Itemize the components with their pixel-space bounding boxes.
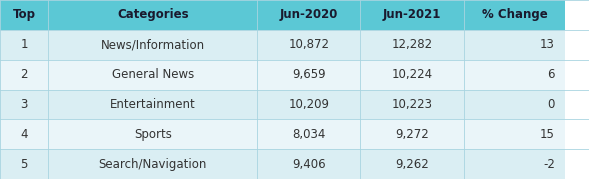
Bar: [257, 0, 360, 30]
Bar: [48, 30, 257, 60]
Bar: [464, 0, 565, 30]
Text: 8,034: 8,034: [292, 128, 326, 141]
Text: News/Information: News/Information: [101, 38, 205, 51]
Bar: [0, 149, 48, 179]
Text: 2: 2: [21, 68, 28, 81]
Bar: [0, 0, 48, 30]
Text: 10,224: 10,224: [392, 68, 432, 81]
Bar: [257, 30, 360, 60]
Text: General News: General News: [112, 68, 194, 81]
Bar: [48, 0, 257, 30]
Text: 9,659: 9,659: [292, 68, 326, 81]
Text: 12,282: 12,282: [392, 38, 432, 51]
Bar: [464, 119, 565, 149]
Text: 13: 13: [540, 38, 555, 51]
Text: Entertainment: Entertainment: [110, 98, 196, 111]
Text: 0: 0: [547, 98, 555, 111]
Text: 15: 15: [540, 128, 555, 141]
Bar: [0, 90, 48, 119]
Text: 5: 5: [21, 158, 28, 171]
Bar: [257, 119, 360, 149]
Text: 10,872: 10,872: [289, 38, 329, 51]
Bar: [48, 119, 257, 149]
Text: 4: 4: [21, 128, 28, 141]
Text: Categories: Categories: [117, 8, 188, 21]
Text: 3: 3: [21, 98, 28, 111]
Text: 1: 1: [21, 38, 28, 51]
Bar: [0, 119, 48, 149]
Text: Search/Navigation: Search/Navigation: [99, 158, 207, 171]
Bar: [48, 149, 257, 179]
Bar: [464, 149, 565, 179]
Text: Jun-2020: Jun-2020: [280, 8, 338, 21]
Bar: [257, 90, 360, 119]
Bar: [48, 90, 257, 119]
Text: 10,223: 10,223: [392, 98, 432, 111]
Bar: [0, 60, 48, 90]
Text: Top: Top: [12, 8, 36, 21]
Bar: [48, 60, 257, 90]
Bar: [360, 30, 464, 60]
Text: 10,209: 10,209: [289, 98, 329, 111]
Bar: [360, 90, 464, 119]
Bar: [464, 90, 565, 119]
Text: -2: -2: [543, 158, 555, 171]
Bar: [360, 60, 464, 90]
Text: 9,272: 9,272: [395, 128, 429, 141]
Text: 6: 6: [547, 68, 555, 81]
Bar: [257, 149, 360, 179]
Bar: [0, 30, 48, 60]
Text: % Change: % Change: [482, 8, 547, 21]
Bar: [257, 60, 360, 90]
Bar: [360, 119, 464, 149]
Bar: [360, 0, 464, 30]
Bar: [464, 30, 565, 60]
Text: Jun-2021: Jun-2021: [383, 8, 441, 21]
Text: 9,406: 9,406: [292, 158, 326, 171]
Bar: [360, 149, 464, 179]
Text: 9,262: 9,262: [395, 158, 429, 171]
Text: Sports: Sports: [134, 128, 172, 141]
Bar: [464, 60, 565, 90]
